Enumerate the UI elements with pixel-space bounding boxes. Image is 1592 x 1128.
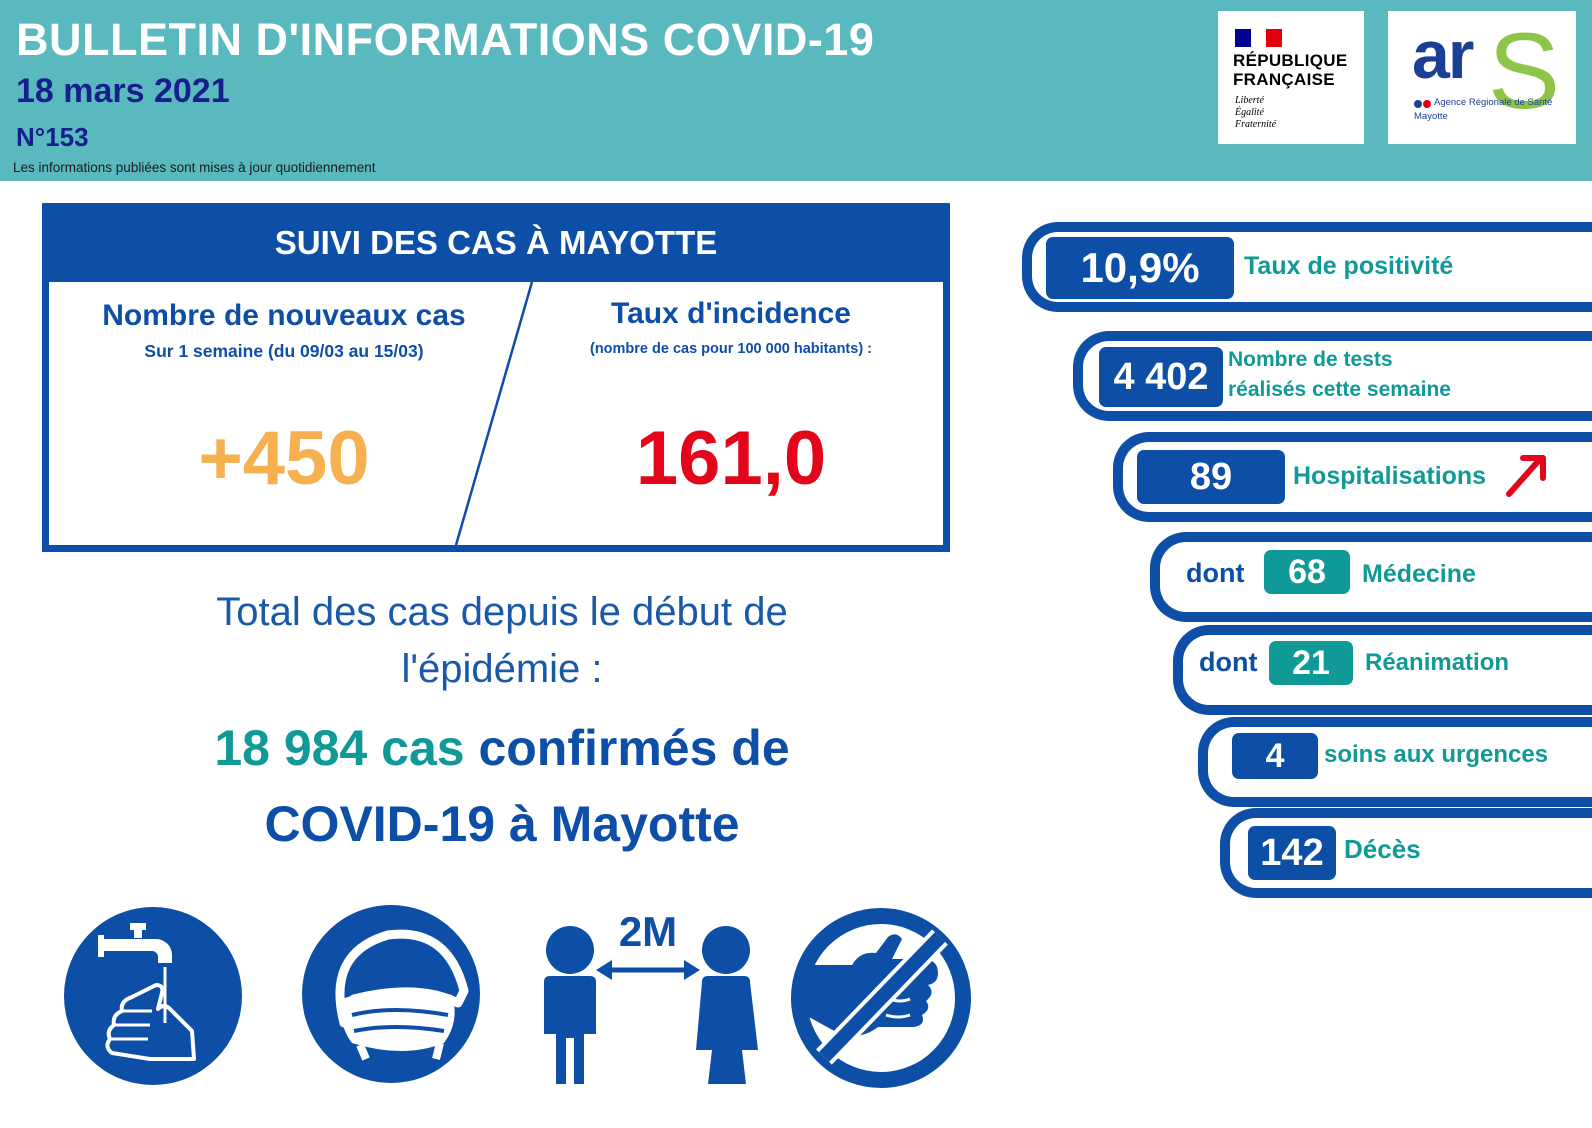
hospitalisations-label: Hospitalisations xyxy=(1293,462,1487,490)
ars-wordmark-ar: ar xyxy=(1412,17,1474,93)
tests-label: Nombre de tests réalisés cette semaine xyxy=(1228,348,1451,401)
bulletin-number: N°153 xyxy=(16,122,89,152)
urgences-value: 4 xyxy=(1232,733,1318,779)
positivity-value: 10,9% xyxy=(1046,237,1234,299)
republique-motto: Liberté Égalité Fraternité xyxy=(1235,95,1277,130)
incidence-heading: Taux d'incidence xyxy=(611,297,851,330)
stat-reanimation: dont 21 Réanimation xyxy=(1173,625,1592,715)
total-intro: Total des cas depuis le début de l'épidé… xyxy=(216,590,788,691)
incidence-subheading: (nombre de cas pour 100 000 habitants) : xyxy=(589,341,873,357)
republique-francaise-logo: RÉPUBLIQUE FRANÇAISE Liberté Égalité Fra… xyxy=(1218,11,1364,144)
total-count: 18 984 cas xyxy=(214,720,465,776)
reanimation-value: 21 xyxy=(1269,641,1353,685)
handwash-icon xyxy=(64,907,242,1085)
tests-value: 4 402 xyxy=(1099,347,1223,407)
bulletin-date: 18 mars 2021 xyxy=(16,72,230,110)
total-rest-line1: confirmés de xyxy=(464,720,790,776)
no-handshake-icon xyxy=(791,908,971,1088)
new-cases-period: Sur 1 semaine (du 09/03 au 15/03) xyxy=(144,341,424,361)
total-rest-line2: COVID-19 à Mayotte xyxy=(264,796,740,852)
case-box-title: SUIVI DES CAS À MAYOTTE xyxy=(42,203,950,282)
reanimation-label: Réanimation xyxy=(1365,649,1510,676)
new-cases-heading: Nombre de nouveaux cas xyxy=(102,299,466,332)
stat-medecine: dont 68 Médecine xyxy=(1150,532,1592,622)
distance-icon: 2M xyxy=(544,908,758,1084)
incidence-column: Taux d'incidence (nombre de cas pour 100… xyxy=(519,297,943,357)
update-note: Les informations publiées sont mises à j… xyxy=(13,160,376,175)
trend-up-arrow-icon xyxy=(1506,455,1546,497)
distance-label: 2M xyxy=(619,908,677,955)
ars-dots-icon xyxy=(1414,100,1431,108)
medecine-label: Médecine xyxy=(1362,560,1476,588)
deces-label: Décès xyxy=(1344,834,1421,864)
stat-positivity: 10,9% Taux de positivité xyxy=(1022,222,1592,312)
reanimation-prefix: dont xyxy=(1199,647,1258,677)
hospitalisations-value: 89 xyxy=(1137,450,1285,504)
stat-tests: 4 402 Nombre de tests réalisés cette sem… xyxy=(1073,331,1592,421)
stat-deces: 142 Décès xyxy=(1220,808,1592,898)
case-tracking-box: SUIVI DES CAS À MAYOTTE Nombre de nouvea… xyxy=(42,203,950,552)
ars-wordmark-s: S xyxy=(1488,11,1561,131)
republique-name: RÉPUBLIQUE FRANÇAISE xyxy=(1233,51,1348,89)
incidence-value: 161,0 xyxy=(635,416,827,501)
ars-logo: ar S Agence Régionale de Santé Mayotte xyxy=(1388,11,1576,144)
stat-urgences: 4 soins aux urgences xyxy=(1198,717,1592,807)
deces-value: 142 xyxy=(1248,826,1336,880)
stat-hospitalisations: 89 Hospitalisations xyxy=(1113,432,1592,522)
new-cases-value: +450 xyxy=(198,416,370,501)
total-cases-block: Total des cas depuis le début de l'épidé… xyxy=(42,584,962,862)
urgences-label: soins aux urgences xyxy=(1324,741,1549,768)
ars-region: Mayotte xyxy=(1414,111,1448,122)
mask-icon xyxy=(302,905,480,1083)
medecine-prefix: dont xyxy=(1186,558,1245,588)
bulletin-title: BULLETIN D'INFORMATIONS COVID-19 xyxy=(16,14,875,65)
new-cases-column: Nombre de nouveaux cas Sur 1 semaine (du… xyxy=(49,299,519,362)
total-statement: 18 984 cas confirmés de COVID-19 à Mayot… xyxy=(42,710,962,862)
positivity-label: Taux de positivité xyxy=(1244,252,1454,280)
medecine-value: 68 xyxy=(1264,550,1350,594)
marianne-flag-icon xyxy=(1235,29,1283,47)
ars-caption: Agence Régionale de Santé xyxy=(1434,97,1553,108)
header-banner: BULLETIN D'INFORMATIONS COVID-19 18 mars… xyxy=(0,0,1592,181)
